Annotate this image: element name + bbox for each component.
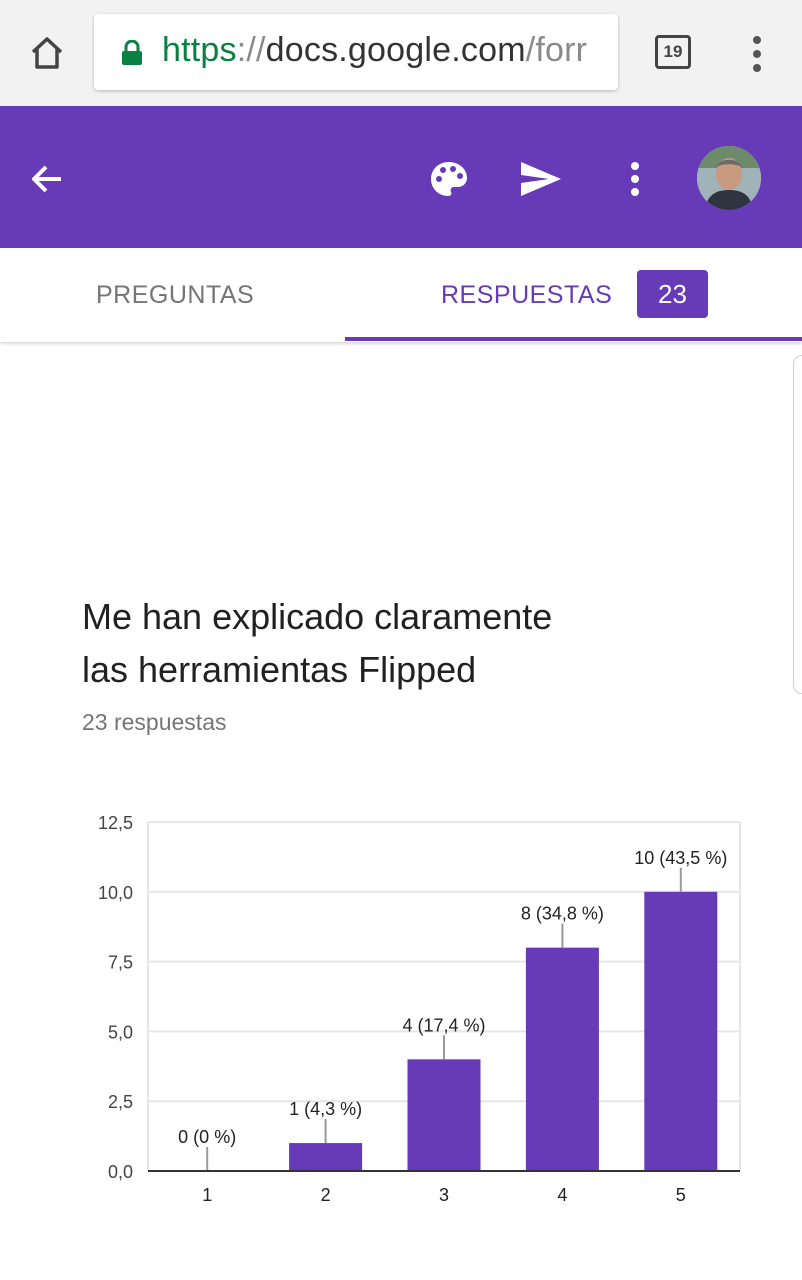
address-bar[interactable]: https://docs.google.com/forr (94, 14, 618, 90)
x-tick-label: 3 (439, 1185, 449, 1205)
data-label: 0 (0 %) (178, 1127, 236, 1147)
avatar[interactable] (697, 146, 761, 210)
bar-chart: 0,0 2,5 5,0 7,5 10,0 12,5 0 (0 %) 1 1 (4,3 %) 2 4 … (98, 813, 741, 1205)
home-icon[interactable] (24, 30, 70, 76)
y-tick-label: 2,5 (108, 1092, 133, 1112)
y-tick-label: 0,0 (108, 1162, 133, 1182)
y-tick-label: 5,0 (108, 1022, 133, 1042)
tab-responses[interactable]: RESPUESTAS (441, 280, 613, 309)
tab-switcher-button[interactable]: 19 (655, 35, 691, 69)
browser-menu-icon[interactable] (740, 32, 774, 76)
x-tick-label: 2 (321, 1185, 331, 1205)
bar (289, 1143, 363, 1171)
question-title-line-1: Me han explicado claramente (82, 596, 553, 637)
more-vert-icon[interactable] (612, 152, 658, 206)
send-icon[interactable] (514, 152, 568, 206)
bar (644, 891, 718, 1171)
active-tab-indicator (345, 337, 802, 341)
response-count: 23 respuestas (82, 709, 227, 735)
bar (407, 1059, 481, 1171)
y-tick-label: 12,5 (98, 813, 133, 833)
x-tick-label: 5 (676, 1185, 686, 1205)
question-title: Me han explicado claramente las herramie… (82, 590, 642, 696)
tab-questions[interactable]: PREGUNTAS (96, 280, 255, 309)
forms-app-bar (0, 106, 802, 248)
url-text: https://docs.google.com/forr (162, 31, 588, 69)
data-label: 4 (17,4 %) (402, 1015, 485, 1035)
browser-toolbar: https://docs.google.com/forr 19 (0, 0, 802, 106)
data-label: 1 (4,3 %) (289, 1099, 362, 1119)
lock-icon (120, 39, 144, 71)
question-title-line-2: las herramientas Flipped (82, 649, 477, 690)
arrow-back-icon[interactable] (22, 154, 72, 204)
y-tick-label: 10,0 (98, 883, 133, 903)
data-label: 10 (43,5 %) (634, 848, 727, 868)
responses-count-badge: 23 (637, 270, 708, 318)
y-tick-label: 7,5 (108, 953, 133, 973)
data-label: 8 (34,8 %) (521, 904, 604, 924)
x-tick-label: 4 (557, 1185, 567, 1205)
bar (525, 947, 599, 1171)
palette-icon[interactable] (422, 152, 476, 206)
side-card-edge (793, 355, 802, 694)
x-tick-label: 1 (202, 1185, 212, 1205)
tab-count: 19 (663, 42, 683, 61)
